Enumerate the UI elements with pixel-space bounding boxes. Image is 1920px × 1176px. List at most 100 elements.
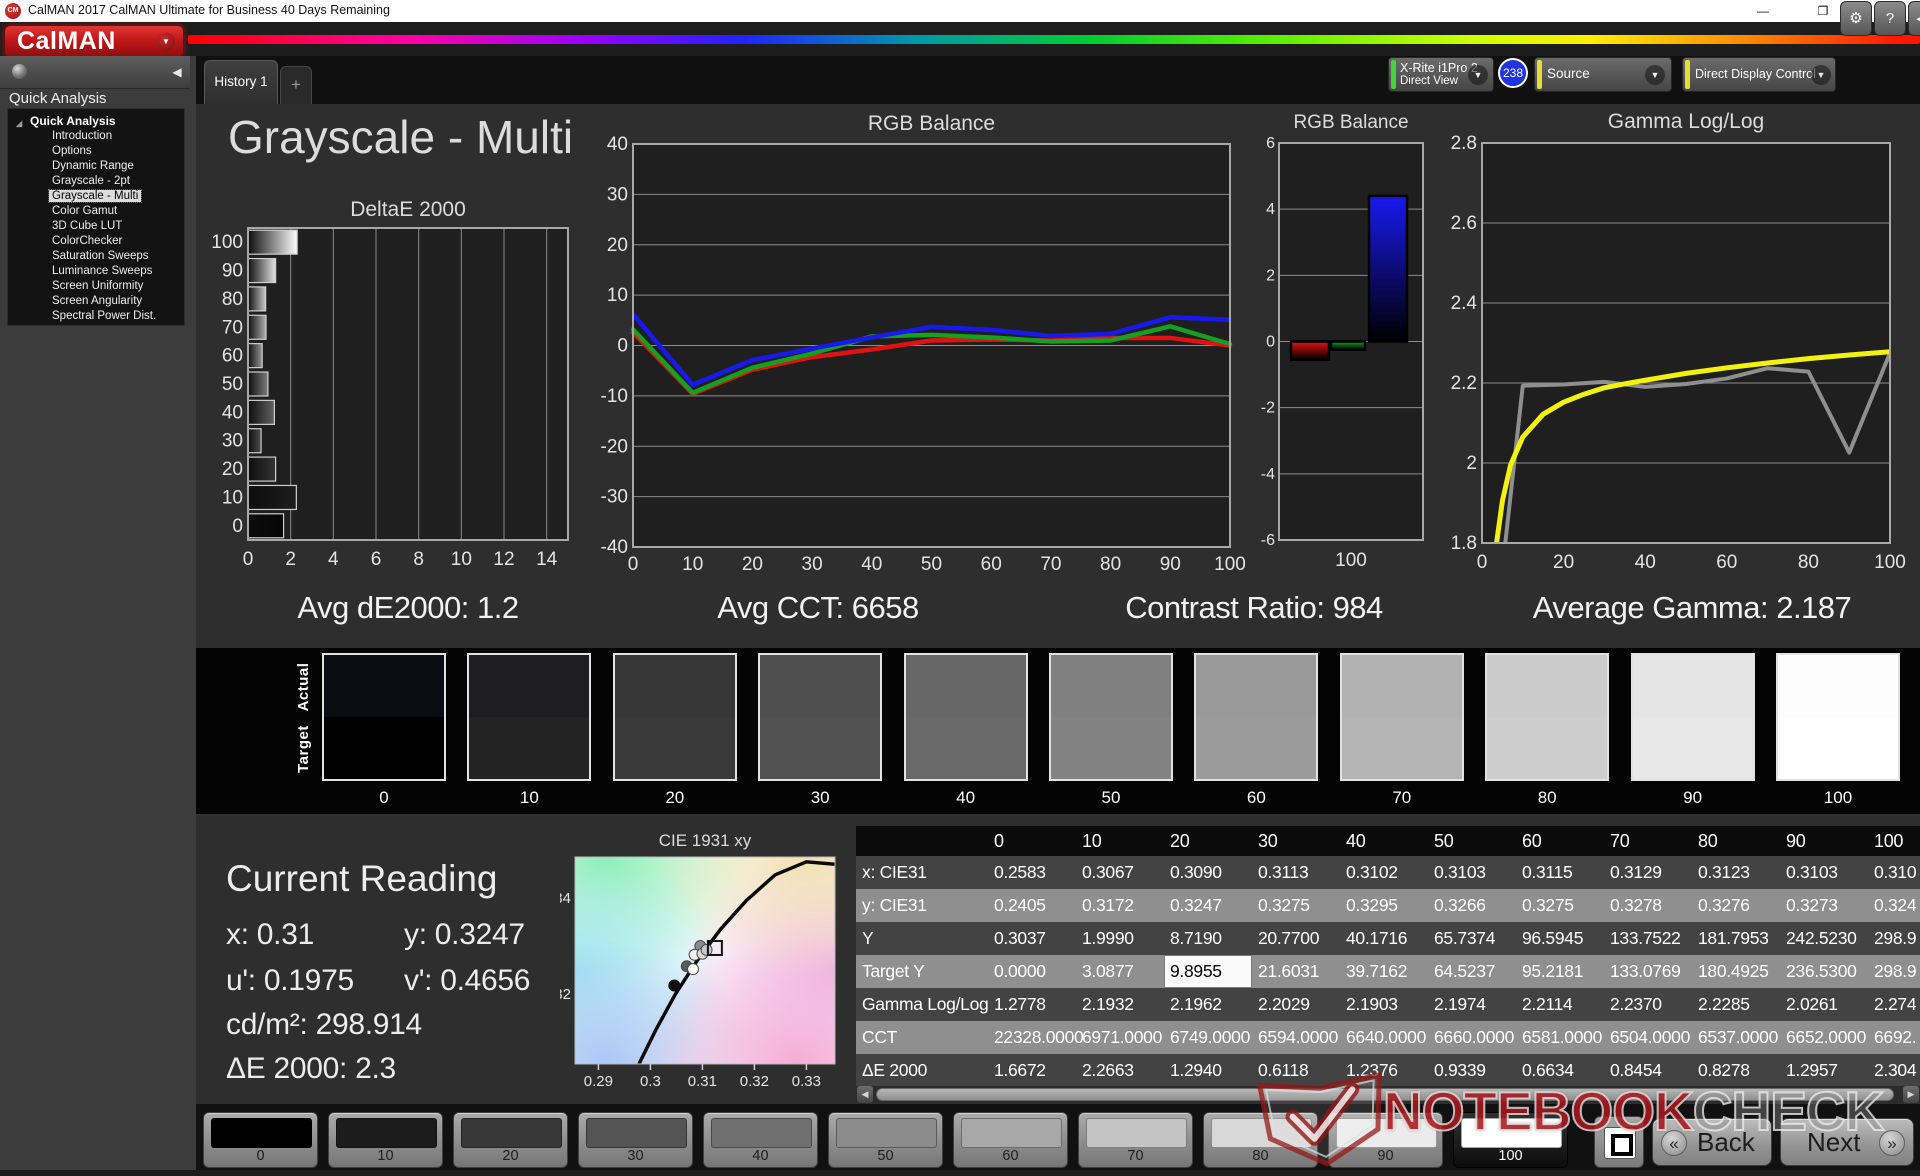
scrollbar-thumb[interactable] (876, 1088, 1894, 1101)
tree-item-dynamic-range[interactable]: Dynamic Range (52, 160, 134, 172)
table-cell[interactable]: 1.6672 (994, 1060, 1046, 1080)
table-cell[interactable]: 0.2405 (994, 895, 1046, 915)
table-cell[interactable]: 1.2957 (1786, 1060, 1838, 1080)
table-cell[interactable]: 6660.0000 (1434, 1027, 1515, 1047)
settings-gear-icon[interactable]: ⚙ (1840, 1, 1872, 36)
table-cell[interactable]: 0.3113 (1258, 862, 1309, 882)
next-button[interactable]: Next » (1780, 1118, 1914, 1166)
table-cell[interactable]: 65.7374 (1434, 928, 1496, 948)
patch-button-90[interactable]: 90 (1328, 1112, 1443, 1168)
patch-button-100[interactable]: 100 (1453, 1112, 1568, 1168)
table-cell[interactable]: 133.7522 (1610, 928, 1681, 948)
patch-button-70[interactable]: 70 (1078, 1112, 1193, 1168)
table-cell[interactable]: 2.2663 (1082, 1060, 1134, 1080)
table-cell[interactable]: 40.1716 (1346, 928, 1408, 948)
table-cell[interactable]: 0.3115 (1522, 862, 1573, 882)
source-dropdown[interactable]: Source ▼ (1534, 57, 1672, 92)
table-cell[interactable]: 0.3090 (1170, 862, 1222, 882)
table-cell[interactable]: 6594.0000 (1258, 1027, 1339, 1047)
calman-logo-button[interactable]: CalMAN ▼ (4, 25, 184, 58)
table-cell[interactable]: 96.5945 (1522, 928, 1584, 948)
tree-item-grayscale-multi[interactable]: Grayscale - Multi (8, 189, 184, 204)
table-cell[interactable]: 0.8454 (1610, 1060, 1662, 1080)
table-cell[interactable]: 0.9339 (1434, 1060, 1486, 1080)
table-scrollbar[interactable]: ◀ ▶ (856, 1086, 1920, 1103)
table-cell[interactable]: 0.3275 (1522, 895, 1574, 915)
table-cell[interactable]: 0.2583 (994, 862, 1046, 882)
table-cell[interactable]: 21.6031 (1258, 961, 1320, 981)
table-cell[interactable]: 2.2114 (1522, 994, 1573, 1014)
table-cell[interactable]: 39.7162 (1346, 961, 1408, 981)
table-cell[interactable]: 2.2370 (1610, 994, 1662, 1014)
table-cell[interactable]: 0.3067 (1082, 862, 1134, 882)
tree-item-colorchecker[interactable]: ColorChecker (52, 235, 123, 247)
patch-button-80[interactable]: 80 (1203, 1112, 1318, 1168)
table-cell[interactable]: 133.0769 (1610, 961, 1681, 981)
table-cell[interactable]: 1.9990 (1082, 928, 1134, 948)
table-cell[interactable]: 180.4925 (1698, 961, 1769, 981)
tree-item-luminance-sweeps[interactable]: Luminance Sweeps (52, 265, 153, 277)
table-cell[interactable]: 1.2376 (1346, 1060, 1398, 1080)
table-cell[interactable]: 95.2181 (1522, 961, 1584, 981)
table-cell[interactable]: 0.3278 (1610, 895, 1662, 915)
patch-button-30[interactable]: 30 (578, 1112, 693, 1168)
table-cell[interactable]: 6692. (1874, 1027, 1917, 1047)
tree-item-introduction[interactable]: Introduction (52, 130, 113, 142)
table-cell[interactable]: 0.8278 (1698, 1060, 1750, 1080)
table-cell[interactable]: 2.2285 (1698, 994, 1750, 1014)
sidebar-collapse-icon[interactable]: ◀ (172, 65, 182, 79)
table-cell[interactable]: 1.2778 (994, 994, 1046, 1014)
tree-item-options[interactable]: Options (52, 145, 92, 157)
table-cell[interactable]: 0.3102 (1346, 862, 1398, 882)
table-cell[interactable]: 1.2940 (1170, 1060, 1222, 1080)
table-cell[interactable]: 2.1932 (1082, 994, 1134, 1014)
table-cell[interactable]: 0.3275 (1258, 895, 1310, 915)
table-cell[interactable]: 0.0000 (994, 961, 1046, 981)
patch-button-0[interactable]: 0 (203, 1112, 318, 1168)
patch-button-40[interactable]: 40 (703, 1112, 818, 1168)
table-cell[interactable]: 9.8955 (1164, 955, 1252, 988)
table-cell[interactable]: 6640.0000 (1346, 1027, 1427, 1047)
scroll-left-icon[interactable]: ◀ (857, 1086, 873, 1103)
tree-item-grayscale-2pt[interactable]: Grayscale - 2pt (52, 175, 130, 187)
meter-dropdown[interactable]: X-Rite i1Pro 2 Direct View ▼ (1388, 57, 1494, 92)
tree-expander-icon[interactable]: ◢ (16, 119, 23, 128)
table-cell[interactable]: 298.9 (1874, 961, 1917, 981)
table-cell[interactable]: 2.1962 (1170, 994, 1222, 1014)
table-cell[interactable]: 8.7190 (1170, 928, 1222, 948)
tree-item-color-gamut[interactable]: Color Gamut (52, 205, 118, 217)
table-cell[interactable]: 298.9 (1874, 928, 1917, 948)
table-cell[interactable]: 0.3276 (1698, 895, 1750, 915)
table-cell[interactable]: 2.0261 (1786, 994, 1838, 1014)
table-cell[interactable]: 6971.0000 (1082, 1027, 1163, 1047)
table-cell[interactable]: 0.3266 (1434, 895, 1486, 915)
scroll-right-icon[interactable]: ▶ (1903, 1086, 1919, 1103)
table-cell[interactable]: 6581.0000 (1522, 1027, 1603, 1047)
table-cell[interactable]: 2.274 (1874, 994, 1917, 1014)
tree-item-3d-cube-lut[interactable]: 3D Cube LUT (52, 220, 123, 232)
tree-item-spectral-power-dist-[interactable]: Spectral Power Dist. (52, 310, 157, 322)
table-cell[interactable]: 2.1903 (1346, 994, 1398, 1014)
table-cell[interactable]: 0.3295 (1346, 895, 1398, 915)
patch-button-50[interactable]: 50 (828, 1112, 943, 1168)
record-icon[interactable] (12, 64, 27, 79)
help-icon[interactable]: ? (1874, 1, 1906, 36)
back-button[interactable]: « Back (1652, 1118, 1772, 1166)
tab-history-1[interactable]: History 1 (204, 60, 278, 105)
table-cell[interactable]: 236.5300 (1786, 961, 1857, 981)
tree-item-screen-angularity[interactable]: Screen Angularity (52, 295, 143, 307)
tree-root[interactable]: ◢ Quick Analysis (8, 113, 184, 129)
table-cell[interactable]: 2.1974 (1434, 994, 1486, 1014)
table-cell[interactable]: 0.324 (1874, 895, 1917, 915)
table-cell[interactable]: 0.3037 (994, 928, 1046, 948)
table-cell[interactable]: 6537.0000 (1698, 1027, 1779, 1047)
table-cell[interactable]: 22328.0000 (994, 1027, 1084, 1047)
tree-item-screen-uniformity[interactable]: Screen Uniformity (52, 280, 144, 292)
minimize-icon[interactable]: — (1757, 4, 1769, 18)
table-cell[interactable]: 0.3172 (1082, 895, 1134, 915)
pattern-window-button[interactable] (1594, 1116, 1644, 1168)
table-cell[interactable]: 64.5237 (1434, 961, 1496, 981)
patch-button-60[interactable]: 60 (953, 1112, 1068, 1168)
table-cell[interactable]: 0.310 (1874, 862, 1917, 882)
table-cell[interactable]: 242.5230 (1786, 928, 1857, 948)
